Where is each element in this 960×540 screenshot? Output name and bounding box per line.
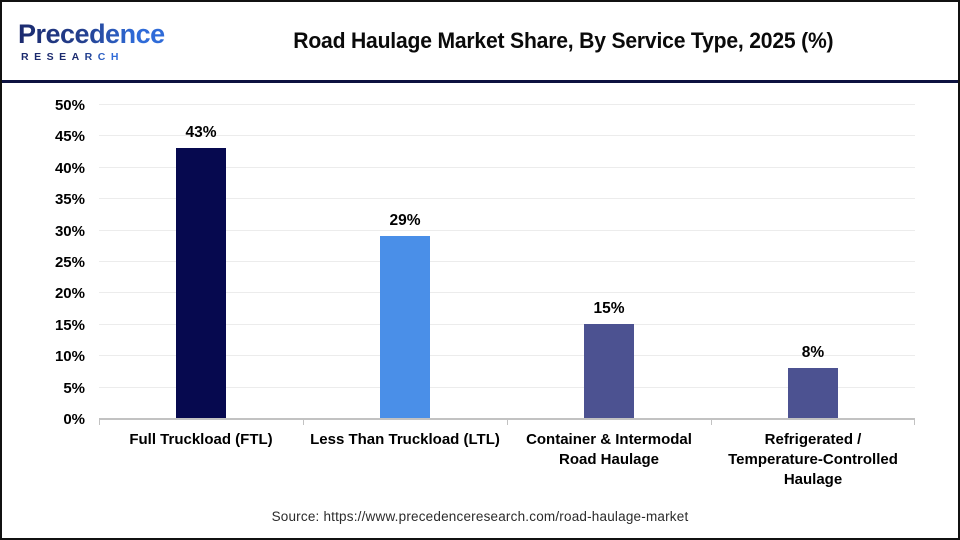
precedence-research-logo: Precedence RESEARCH	[18, 21, 168, 63]
gridline	[99, 292, 915, 294]
y-tick-label: 25%	[54, 254, 85, 271]
x-category-label: Full Truckload (FTL)	[129, 431, 273, 448]
bar-value-label: 8%	[801, 343, 825, 361]
x-axis-tick	[99, 420, 100, 425]
x-category-label: Refrigerated / Temperature-Controlled Ha…	[728, 431, 898, 488]
gridline	[99, 323, 915, 325]
bar-value-label: 15%	[593, 299, 625, 317]
x-category-label: Less Than Truckload (LTL)	[310, 431, 500, 448]
source-text: Source: https://www.precedenceresearch.c…	[271, 509, 689, 524]
x-category-label: Container & Intermodal Road Haulage	[526, 431, 692, 468]
y-tick-label: 35%	[54, 191, 85, 209]
header-divider	[2, 80, 958, 83]
gridline	[99, 261, 915, 262]
gridline	[99, 355, 915, 357]
bar-1	[176, 147, 226, 418]
x-axis-tick	[711, 420, 712, 425]
y-axis: 0% 5% 10% 15% 20% 25% 30% 35% 40% 45% 50%	[2, 97, 85, 428]
gridline	[99, 104, 915, 105]
bar-chart: 0% 5% 10% 15% 20% 25% 30% 35% 40% 45% 50% 43% 29% 15…	[2, 83, 958, 538]
y-tick-label: 30%	[54, 222, 85, 240]
bar-3	[584, 323, 634, 418]
gridline	[99, 229, 915, 231]
y-tick-label: 0%	[63, 411, 85, 428]
gridline	[99, 166, 915, 168]
bar-value-label: 29%	[389, 211, 421, 229]
gridline	[99, 135, 915, 137]
y-tick-label: 40%	[54, 159, 85, 177]
y-tick-label: 15%	[54, 316, 85, 334]
page-title: Road Haulage Market Share, By Service Ty…	[292, 28, 834, 53]
x-axis-tick	[914, 420, 915, 425]
x-axis-tick	[303, 420, 304, 425]
x-axis-tick	[507, 420, 508, 425]
y-tick-label: 50%	[54, 97, 85, 114]
y-tick-label: 45%	[54, 128, 85, 146]
gridline	[99, 386, 915, 388]
logo-subtitle: RESEARCH	[21, 51, 124, 64]
bar-value-label: 43%	[185, 123, 217, 141]
header: Precedence RESEARCH Road Haulage Market …	[2, 2, 958, 80]
bar-2	[380, 235, 430, 418]
logo-wordmark: Precedence	[18, 19, 165, 50]
bar-4	[788, 367, 838, 418]
plot-area: 43% 29% 15% 8%	[99, 104, 915, 425]
y-tick-label: 5%	[63, 379, 85, 397]
y-tick-label: 10%	[54, 348, 85, 366]
y-tick-label: 20%	[54, 285, 85, 303]
x-axis: Full Truckload (FTL) Less Than Truckload …	[99, 430, 915, 500]
gridline	[99, 198, 915, 200]
title-container: Road Haulage Market Share, By Service Ty…	[168, 28, 958, 54]
